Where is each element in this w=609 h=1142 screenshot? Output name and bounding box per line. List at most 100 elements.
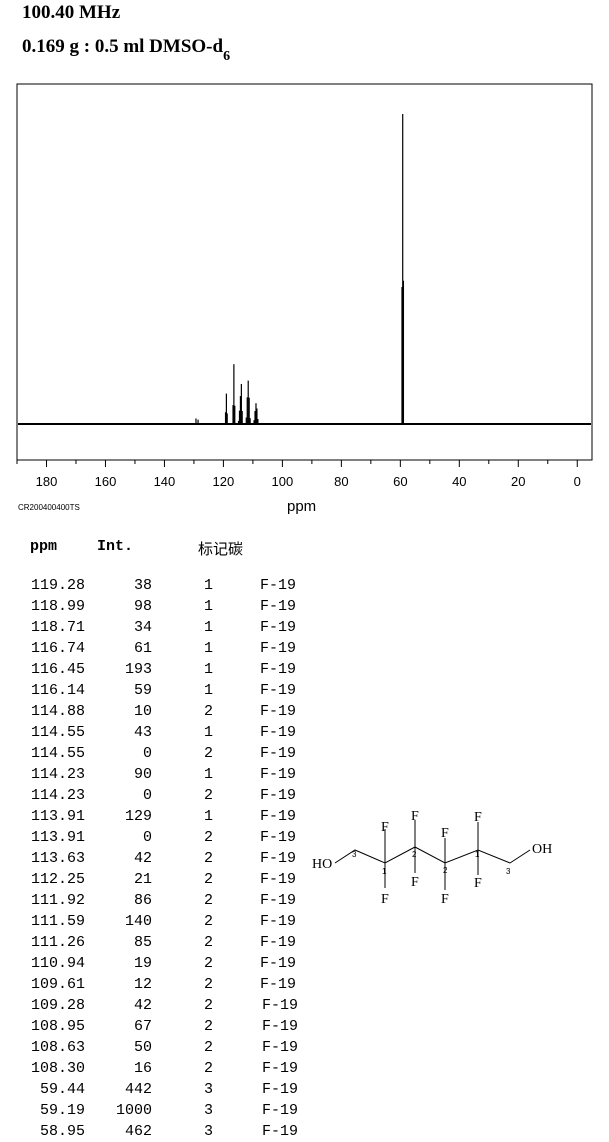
peak-assignment: F-19 (260, 808, 297, 825)
peaks-layer (18, 114, 591, 425)
fluorine-1-up: F (381, 820, 389, 835)
peak-intensity: 21 (133, 871, 152, 888)
peak-ppm: 114.23 (30, 766, 85, 783)
peak-carbon-label: 2 (203, 892, 213, 909)
peak-assignment: F-19 (260, 577, 297, 594)
peak-ppm: 108.95 (30, 1018, 85, 1035)
peak-assignment: F-19 (262, 1018, 299, 1035)
x-axis-label: ppm (287, 498, 317, 515)
peak-carbon-label: 3 (203, 1081, 213, 1098)
ticks-layer: 180 160 140 120 100 80 60 40 20 0 (16, 460, 581, 489)
peak-carbon-label: 2 (203, 1039, 213, 1056)
peak-assignment: F-19 (262, 1102, 299, 1119)
peak-ppm: 116.45 (30, 661, 85, 678)
hydroxyl-left: HO (312, 857, 332, 872)
fluorine-2b-up: F (441, 826, 449, 841)
peak-intensity: 61 (133, 640, 152, 657)
peak-intensity: 50 (133, 1039, 152, 1056)
peak-carbon-label: 2 (203, 1018, 213, 1035)
column-header-int: Int. (97, 538, 134, 555)
carbon-label-1-left: 1 (382, 867, 387, 876)
peak-assignment: F-19 (260, 787, 297, 804)
carbon-label-1-right: 1 (475, 850, 480, 859)
peak-ppm: 59.19 (39, 1102, 85, 1119)
peak-ppm: 118.99 (30, 598, 85, 615)
peak-carbon-label: 2 (203, 997, 213, 1014)
peak-ppm: 111.26 (30, 934, 85, 951)
peak-assignment: F-19 (260, 913, 297, 930)
x-axis-tick-label: 20 (511, 474, 525, 489)
peak-intensity: 462 (124, 1123, 152, 1140)
peak-intensity: 129 (124, 808, 152, 825)
peak-intensity: 90 (133, 766, 152, 783)
peak-intensity: 38 (133, 577, 152, 594)
peak-carbon-label: 1 (203, 724, 213, 741)
peak-ppm: 113.91 (30, 829, 85, 846)
x-axis-tick-label: 180 (36, 474, 58, 489)
peak-ppm: 113.91 (30, 808, 85, 825)
peak-assignment: F-19 (262, 1039, 299, 1056)
fluorine-1-down: F (381, 892, 389, 907)
peak-assignment: F-19 (262, 1081, 299, 1098)
x-axis-tick-label: 0 (574, 474, 581, 489)
peak-ppm: 114.55 (30, 724, 85, 741)
peak-intensity: 10 (133, 703, 152, 720)
spectrometer-frequency: 100.40 MHz (22, 2, 121, 23)
peak-carbon-label: 1 (203, 577, 213, 594)
peak-carbon-label: 2 (203, 976, 213, 993)
peak-ppm: 109.28 (30, 997, 85, 1014)
peak-carbon-label: 2 (203, 913, 213, 930)
sample-subscript: 6 (223, 49, 231, 64)
peak-intensity: 0 (142, 745, 152, 762)
plot-frame (16, 83, 593, 461)
x-axis-tick-label: 100 (272, 474, 294, 489)
peak-ppm: 113.63 (30, 850, 85, 867)
peak-carbon-label: 2 (203, 955, 213, 972)
peak-assignment: F-19 (260, 976, 297, 993)
peak-carbon-label: 2 (203, 745, 213, 762)
peak-intensity: 140 (124, 913, 152, 930)
peak-intensity: 34 (133, 619, 152, 636)
carbon-label-3-right: 3 (506, 867, 511, 876)
peak-ppm: 114.23 (30, 787, 85, 804)
fluorine-1b-up: F (474, 810, 482, 825)
column-header-ppm: ppm (30, 538, 58, 555)
peak-carbon-label: 1 (203, 661, 213, 678)
peak-assignment: F-19 (260, 871, 297, 888)
peak-assignment: F-19 (260, 934, 297, 951)
peak-assignment: F-19 (260, 661, 297, 678)
fluorine-1b-down: F (474, 876, 482, 891)
peak-carbon-label: 1 (203, 619, 213, 636)
peak-ppm: 114.88 (30, 703, 85, 720)
peak-ppm: 119.28 (30, 577, 85, 594)
peak-assignment: F-19 (260, 682, 297, 699)
x-axis-tick-label: 40 (452, 474, 466, 489)
x-axis-tick-label: 80 (334, 474, 348, 489)
peak-ppm: 118.71 (30, 619, 85, 636)
peak-carbon-label: 2 (203, 850, 213, 867)
peak-intensity: 193 (124, 661, 152, 678)
peak-assignment: F-19 (262, 1060, 299, 1077)
molecule-structure: HO OH F F F F F F F F 3 1 2 2 1 3 (312, 809, 552, 907)
peak-intensity: 19 (133, 955, 152, 972)
peak-assignment: F-19 (260, 640, 297, 657)
peak-intensity: 42 (133, 850, 152, 867)
peak-intensity: 12 (133, 976, 152, 993)
peak-assignment: F-19 (260, 955, 297, 972)
peak-intensity: 0 (142, 787, 152, 804)
carbon-label-2-left: 2 (412, 850, 417, 859)
hydroxyl-right: OH (532, 842, 552, 857)
peak-carbon-label: 1 (203, 808, 213, 825)
peak-assignment: F-19 (260, 724, 297, 741)
peak-intensity: 85 (133, 934, 152, 951)
peak-ppm: 116.14 (30, 682, 85, 699)
peak-ppm: 111.92 (30, 892, 85, 909)
fluorine-2a-down: F (411, 875, 419, 890)
peak-intensity: 86 (133, 892, 152, 909)
x-axis-tick-label: 140 (154, 474, 176, 489)
peak-ppm: 108.63 (30, 1039, 85, 1056)
peak-ppm: 114.55 (30, 745, 85, 762)
peak-intensity: 59 (133, 682, 152, 699)
peak-ppm: 58.95 (39, 1123, 85, 1140)
peak-ppm: 109.61 (30, 976, 85, 993)
